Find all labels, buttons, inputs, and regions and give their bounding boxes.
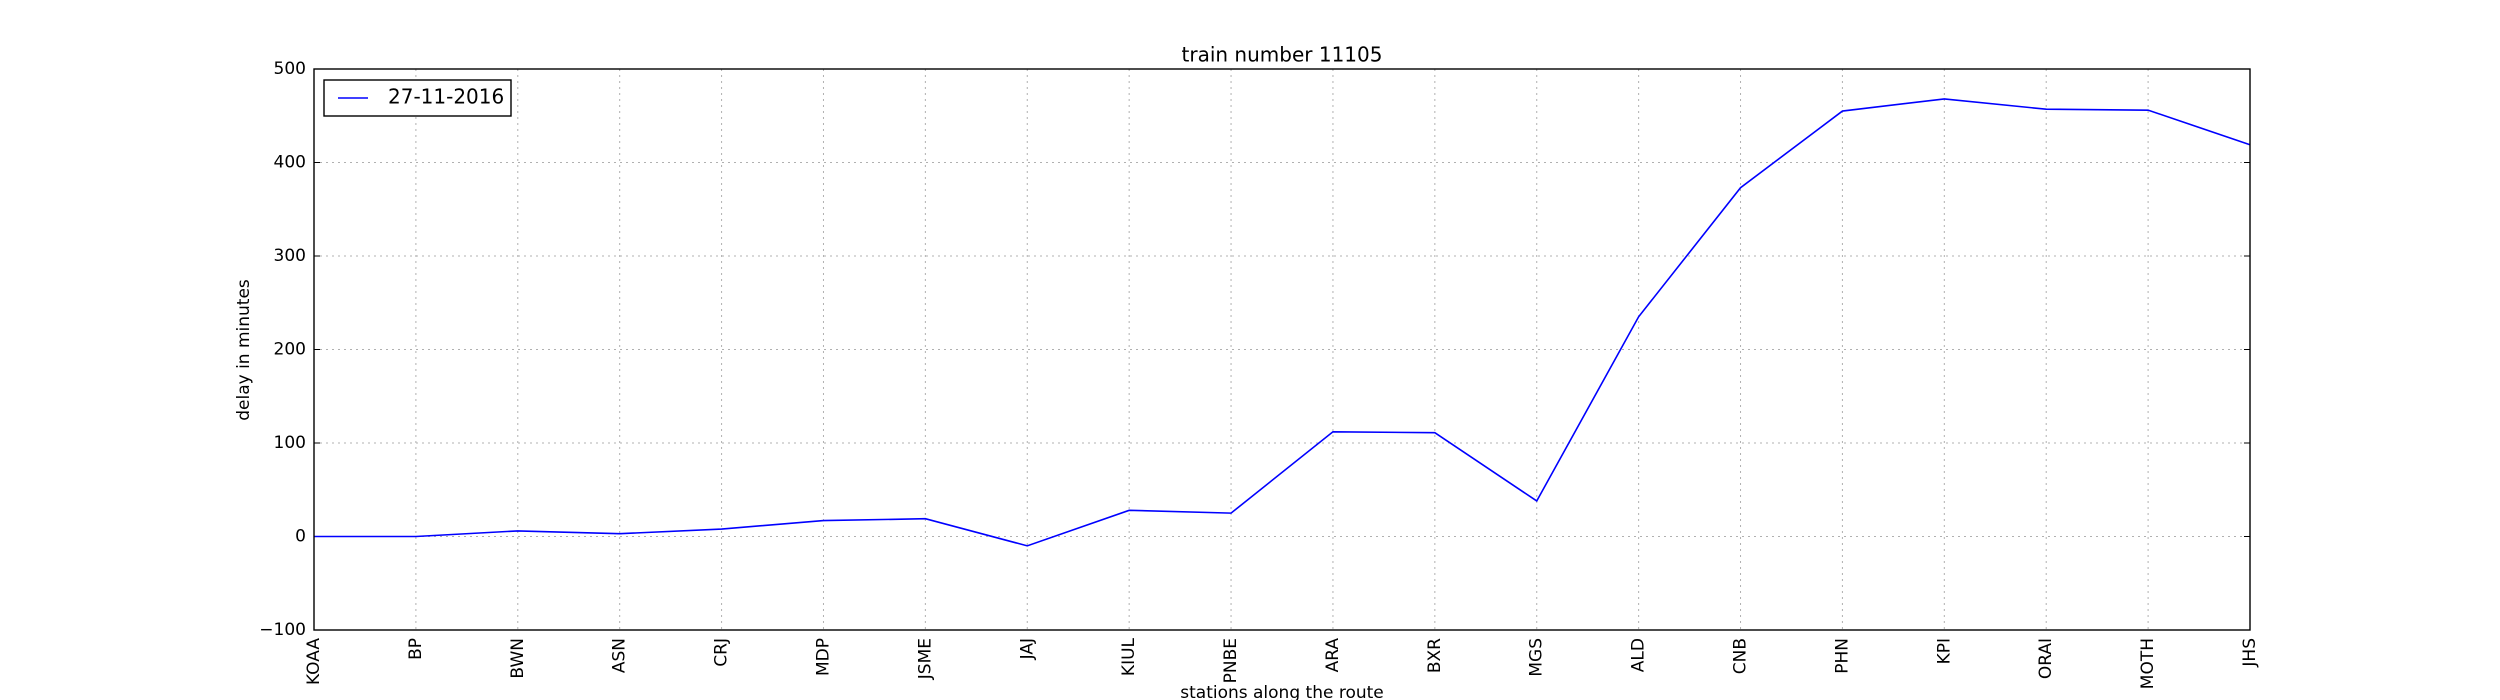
x-tick-label: KIUL [1119,637,1139,676]
x-tick-label: KOAA [304,638,324,685]
x-tick-label: CNB [1731,638,1751,674]
legend-box [323,79,512,117]
x-tick-label: BP [406,638,426,660]
y-tick-label: 400 [274,153,306,173]
y-tick-label: 100 [274,433,306,453]
x-tick-label: PHN [1832,638,1852,674]
x-tick-label: JAJ [1017,638,1037,660]
y-tick-label: −100 [259,620,306,640]
x-tick-label: JSME [915,638,935,680]
x-tick-label: MGS [1527,638,1547,677]
x-tick-label: ALD [1629,638,1649,672]
x-tick-label: BXR [1425,638,1445,673]
y-tick-label: 500 [274,59,306,79]
y-axis-label: delay in minutes [234,279,254,421]
x-tick-label: KPI [1934,638,1954,664]
x-tick-label: ARA [1323,638,1343,673]
x-tick-label: CRJ [712,638,732,667]
x-tick-label: ASN [610,638,630,673]
x-tick-label: BWN [508,638,528,679]
x-tick-label: PNBE [1221,638,1241,683]
legend-label: 27-11-2016 [388,85,504,109]
x-tick-label: MDP [813,638,833,676]
y-tick-label: 300 [274,246,306,266]
x-axis-label: stations along the route [1180,683,1384,700]
plot-frame [313,68,2251,631]
y-tick-label: 200 [274,340,306,360]
chart-title: train number 11105 [1182,43,1383,67]
y-tick-label: 0 [295,527,306,547]
data-line [314,98,2251,547]
x-tick-label: ORAI [2036,638,2056,679]
x-tick-label: JHS [2240,638,2260,668]
x-tick-label: MOTH [2138,638,2158,689]
